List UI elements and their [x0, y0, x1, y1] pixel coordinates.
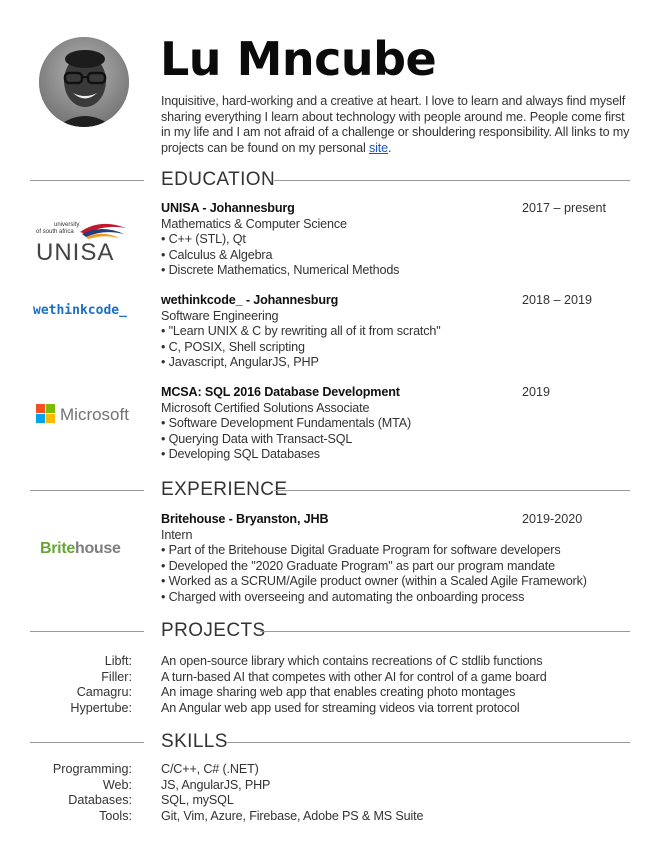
skill-desc: JS, AngularJS, PHP	[161, 777, 271, 792]
section-title: PROJECTS	[161, 620, 276, 642]
divider	[30, 490, 144, 491]
project-name: Hypertube:	[70, 700, 132, 715]
entry-title: Britehouse - Bryanston, JHB	[161, 512, 329, 526]
skill-category: Databases:	[68, 793, 132, 807]
section-title: EDUCATION	[161, 169, 286, 191]
divider	[274, 180, 630, 181]
entry-subtitle: Software Engineering	[161, 308, 279, 323]
entry-date: 2018 – 2019	[522, 293, 593, 307]
project-name: Filler:	[101, 669, 132, 684]
list-item: Camagru: An image sharing web app that en…	[30, 685, 630, 701]
divider	[30, 180, 144, 181]
list-item: Programming: C/C++, C# (.NET)	[30, 762, 630, 778]
unisa-logo-small2: of south africa	[36, 229, 74, 235]
entry-bullet: • Javascript, AngularJS, PHP	[161, 355, 319, 369]
divider	[30, 631, 144, 632]
divider	[226, 742, 630, 743]
entry-bullet: • C++ (STL), Qt	[161, 232, 246, 246]
microsoft-logo: Microsoft	[36, 403, 150, 425]
entry-date: 2017 – present	[522, 201, 607, 215]
entry-bullet: • Discrete Mathematics, Numerical Method…	[161, 263, 400, 277]
profile-photo	[39, 37, 129, 127]
list-item: Tools: Git, Vim, Azure, Firebase, Adobe P…	[30, 809, 630, 825]
list-item: Databases: SQL, mySQL	[30, 793, 630, 809]
entry-subtitle: Mathematics & Computer Science	[161, 216, 347, 231]
intro-paragraph: Inquisitive, hard-working and a creative…	[161, 94, 636, 156]
education-heading: EDUCATION	[30, 169, 630, 191]
project-name: Camagru:	[76, 685, 132, 699]
list-item: Libft: An open-source library which conta…	[30, 654, 630, 670]
education-entry-mcsa: MCSA: SQL 2016 Database Development 2019…	[161, 385, 631, 463]
unisa-logo-small: university	[54, 222, 79, 228]
skill-desc: Git, Vim, Azure, Firebase, Adobe PS & MS…	[161, 808, 424, 823]
entry-bullet: • "Learn UNIX & C by rewriting all of it…	[161, 324, 441, 338]
section-title: SKILLS	[161, 731, 238, 753]
entry-bullet: • Charged with overseeing and automating…	[161, 589, 525, 604]
projects-list: Libft: An open-source library which conta…	[30, 654, 630, 716]
intro-end: .	[387, 140, 392, 155]
entry-bullet: • Querying Data with Transact-SQL	[161, 431, 353, 446]
list-item: Filler: A turn-based AI that competes wit…	[30, 670, 630, 686]
entry-bullet: • Developing SQL Databases	[161, 447, 320, 461]
skill-category: Programming:	[52, 762, 132, 776]
entry-title: wethinkcode_ - Johannesburg	[161, 293, 339, 307]
divider	[274, 490, 630, 491]
entry-bullet: • Software Development Fundamentals (MTA…	[161, 416, 411, 430]
britehouse-logo-b: house	[74, 540, 121, 557]
list-item: Web: JS, AngularJS, PHP	[30, 778, 630, 794]
experience-entry-britehouse: Britehouse - Bryanston, JHB 2019-2020 In…	[161, 512, 631, 605]
project-desc: A turn-based AI that competes with other…	[161, 669, 547, 684]
personal-site-link[interactable]: site	[368, 140, 388, 155]
entry-bullet: • Developed the "2020 Graduate Program" …	[161, 558, 555, 573]
entry-subtitle: Intern	[161, 527, 193, 542]
skill-desc: SQL, mySQL	[161, 793, 234, 807]
skill-category: Tools:	[99, 808, 132, 823]
unisa-logo: university of south africa UNISA	[30, 216, 144, 266]
avatar	[39, 37, 129, 127]
wethinkcode-logo: wethinkcode_	[33, 303, 127, 318]
education-entry-wethinkcode: wethinkcode_ - Johannesburg 2018 – 2019 …	[161, 293, 631, 371]
entry-bullet: • Worked as a SCRUM/Agile product owner …	[161, 574, 587, 588]
education-entry-unisa: UNISA - Johannesburg 2017 – present Math…	[161, 201, 631, 279]
person-name: Lu Mncube	[160, 32, 437, 86]
project-desc: An Angular web app used for streaming vi…	[161, 700, 520, 715]
britehouse-logo-a: Brite	[40, 540, 75, 557]
unisa-logo-text: UNISA	[36, 239, 114, 264]
skills-heading: SKILLS	[30, 731, 630, 753]
skills-list: Programming: C/C++, C# (.NET) Web: JS, Ang…	[30, 762, 630, 824]
entry-bullet: • Part of the Britehouse Digital Graduat…	[161, 543, 561, 557]
skill-category: Web:	[102, 777, 132, 792]
projects-heading: PROJECTS	[30, 620, 630, 642]
entry-bullet: • Calculus & Algebra	[161, 247, 273, 262]
intro-text: Inquisitive, hard-working and a creative…	[161, 94, 630, 155]
project-desc: An open-source library which contains re…	[161, 654, 543, 668]
britehouse-logo: Britehouse	[40, 540, 154, 560]
project-name: Libft:	[104, 654, 132, 668]
skill-desc: C/C++, C# (.NET)	[161, 762, 259, 776]
entry-subtitle: Microsoft Certified Solutions Associate	[161, 400, 370, 415]
entry-title: UNISA - Johannesburg	[161, 201, 295, 215]
divider	[260, 631, 630, 632]
entry-date: 2019	[522, 385, 551, 399]
microsoft-logo-text: Microsoft	[60, 405, 129, 424]
section-title: EXPERIENCE	[161, 479, 298, 501]
list-item: Hypertube: An Angular web app used for st…	[30, 701, 630, 717]
experience-heading: EXPERIENCE	[30, 479, 630, 501]
project-desc: An image sharing web app that enables cr…	[161, 685, 516, 699]
entry-date: 2019-2020	[522, 512, 583, 526]
divider	[30, 742, 144, 743]
entry-title: MCSA: SQL 2016 Database Development	[161, 385, 400, 399]
entry-bullet: • C, POSIX, Shell scripting	[161, 339, 305, 354]
